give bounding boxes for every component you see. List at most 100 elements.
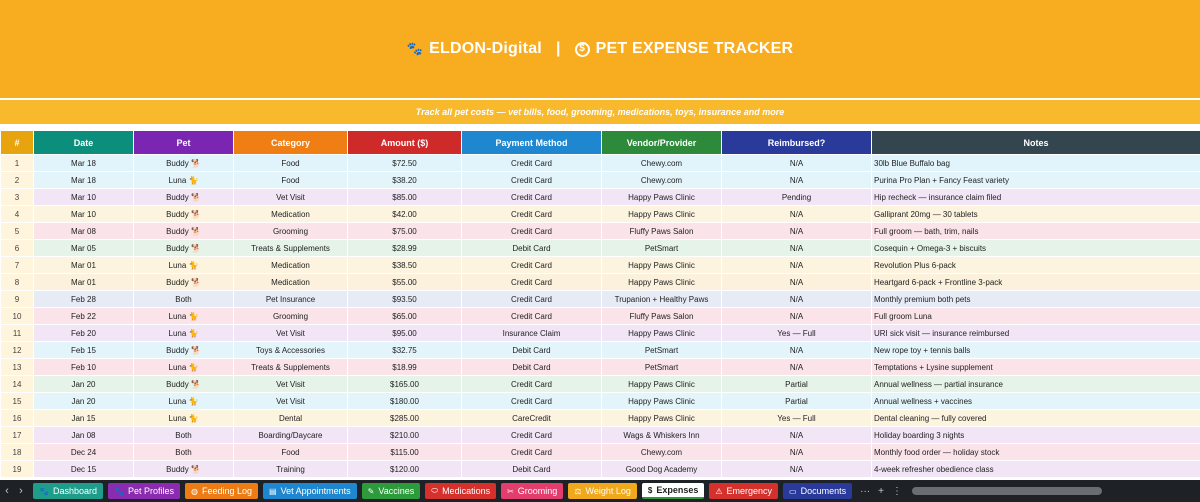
cell-category[interactable]: Treats & Supplements <box>233 239 348 257</box>
cell-payment[interactable]: Credit Card <box>461 222 602 240</box>
cell-amount[interactable]: $55.00 <box>347 273 462 291</box>
cell-payment[interactable]: Debit Card <box>461 341 602 359</box>
cell-number[interactable]: 17 <box>0 426 34 444</box>
cell-reimbursed[interactable]: N/A <box>721 341 872 359</box>
cell-amount[interactable]: $95.00 <box>347 324 462 342</box>
cell-payment[interactable]: Credit Card <box>461 290 602 308</box>
cell-payment[interactable]: Credit Card <box>461 375 602 393</box>
tab-feeding-log[interactable]: ◍ Feeding Log <box>185 483 259 499</box>
cell-date[interactable]: Mar 01 <box>33 256 134 274</box>
col-header-category[interactable]: Category <box>233 130 348 155</box>
cell-pet[interactable]: Buddy 🐕 <box>133 375 234 393</box>
tab-dashboard[interactable]: 🐾 Dashboard <box>33 483 103 499</box>
more-tabs-icon[interactable]: ··· <box>860 485 871 497</box>
tab-expenses[interactable]: $ Expenses <box>641 483 705 499</box>
cell-payment[interactable]: Credit Card <box>461 188 602 206</box>
cell-number[interactable]: 14 <box>0 375 34 393</box>
cell-date[interactable]: Mar 05 <box>33 239 134 257</box>
sheet-menu-icon[interactable]: ⋮ <box>891 485 902 497</box>
cell-date[interactable]: Jan 20 <box>33 392 134 410</box>
cell-category[interactable]: Training <box>233 460 348 478</box>
cell-payment[interactable]: Credit Card <box>461 256 602 274</box>
cell-amount[interactable]: $65.00 <box>347 307 462 325</box>
cell-reimbursed[interactable]: Pending <box>721 188 872 206</box>
cell-number[interactable]: 15 <box>0 392 34 410</box>
cell-category[interactable]: Food <box>233 154 348 172</box>
col-header-payment[interactable]: Payment Method <box>461 130 602 155</box>
cell-date[interactable]: Dec 15 <box>33 460 134 478</box>
cell-payment[interactable]: Insurance Claim <box>461 324 602 342</box>
cell-payment[interactable]: Credit Card <box>461 205 602 223</box>
cell-reimbursed[interactable]: N/A <box>721 426 872 444</box>
cell-number[interactable]: 18 <box>0 443 34 461</box>
tab-weight-log[interactable]: ⚖ Weight Log <box>568 483 637 499</box>
cell-notes[interactable]: Full groom Luna <box>871 307 1200 325</box>
cell-reimbursed[interactable]: N/A <box>721 222 872 240</box>
cell-pet[interactable]: Buddy 🐕 <box>133 222 234 240</box>
cell-vendor[interactable]: Chewy.com <box>601 171 722 189</box>
cell-amount[interactable]: $38.50 <box>347 256 462 274</box>
cell-number[interactable]: 1 <box>0 154 34 172</box>
cell-amount[interactable]: $72.50 <box>347 154 462 172</box>
cell-vendor[interactable]: Happy Paws Clinic <box>601 188 722 206</box>
cell-payment[interactable]: Credit Card <box>461 392 602 410</box>
cell-payment[interactable]: Credit Card <box>461 171 602 189</box>
cell-reimbursed[interactable]: N/A <box>721 307 872 325</box>
cell-amount[interactable]: $28.99 <box>347 239 462 257</box>
cell-number[interactable]: 10 <box>0 307 34 325</box>
cell-number[interactable]: 11 <box>0 324 34 342</box>
cell-number[interactable]: 16 <box>0 409 34 427</box>
cell-category[interactable]: Pet Insurance <box>233 290 348 308</box>
cell-date[interactable]: Jan 08 <box>33 426 134 444</box>
cell-payment[interactable]: CareCredit <box>461 409 602 427</box>
cell-notes[interactable]: New rope toy + tennis balls <box>871 341 1200 359</box>
cell-amount[interactable]: $93.50 <box>347 290 462 308</box>
horizontal-scrollbar[interactable] <box>911 487 1102 495</box>
cell-payment[interactable]: Credit Card <box>461 426 602 444</box>
cell-number[interactable]: 19 <box>0 460 34 478</box>
col-header-vendor[interactable]: Vendor/Provider <box>601 130 722 155</box>
cell-notes[interactable]: Dental cleaning — fully covered <box>871 409 1200 427</box>
cell-notes[interactable]: Monthly food order — holiday stock <box>871 443 1200 461</box>
cell-notes[interactable]: Galliprant 20mg — 30 tablets <box>871 205 1200 223</box>
cell-pet[interactable]: Luna 🐈 <box>133 392 234 410</box>
cell-pet[interactable]: Luna 🐈 <box>133 307 234 325</box>
cell-pet[interactable]: Buddy 🐕 <box>133 460 234 478</box>
cell-notes[interactable]: Heartgard 6-pack + Frontline 3-pack <box>871 273 1200 291</box>
cell-number[interactable]: 9 <box>0 290 34 308</box>
cell-payment[interactable]: Credit Card <box>461 154 602 172</box>
cell-vendor[interactable]: Good Dog Academy <box>601 460 722 478</box>
cell-amount[interactable]: $285.00 <box>347 409 462 427</box>
cell-number[interactable]: 4 <box>0 205 34 223</box>
cell-date[interactable]: Feb 10 <box>33 358 134 376</box>
cell-payment[interactable]: Debit Card <box>461 358 602 376</box>
cell-notes[interactable]: URI sick visit — insurance reimbursed <box>871 324 1200 342</box>
cell-pet[interactable]: Both <box>133 290 234 308</box>
cell-reimbursed[interactable]: N/A <box>721 205 872 223</box>
col-header-reimbursed[interactable]: Reimbursed? <box>721 130 872 155</box>
col-header-pet[interactable]: Pet <box>133 130 234 155</box>
cell-pet[interactable]: Buddy 🐕 <box>133 341 234 359</box>
cell-amount[interactable]: $42.00 <box>347 205 462 223</box>
cell-vendor[interactable]: Fluffy Paws Salon <box>601 307 722 325</box>
cell-date[interactable]: Mar 08 <box>33 222 134 240</box>
cell-vendor[interactable]: Happy Paws Clinic <box>601 273 722 291</box>
cell-number[interactable]: 13 <box>0 358 34 376</box>
cell-pet[interactable]: Buddy 🐕 <box>133 239 234 257</box>
cell-date[interactable]: Mar 01 <box>33 273 134 291</box>
cell-vendor[interactable]: PetSmart <box>601 341 722 359</box>
cell-reimbursed[interactable]: Yes — Full <box>721 409 872 427</box>
cell-vendor[interactable]: Happy Paws Clinic <box>601 409 722 427</box>
cell-notes[interactable]: Cosequin + Omega-3 + biscuits <box>871 239 1200 257</box>
cell-category[interactable]: Medication <box>233 273 348 291</box>
cell-notes[interactable]: Monthly premium both pets <box>871 290 1200 308</box>
cell-date[interactable]: Jan 20 <box>33 375 134 393</box>
add-sheet-icon[interactable]: + <box>878 485 884 497</box>
tab-scroll-right-icon[interactable]: › <box>19 485 23 497</box>
cell-reimbursed[interactable]: Partial <box>721 375 872 393</box>
cell-date[interactable]: Feb 22 <box>33 307 134 325</box>
cell-payment[interactable]: Debit Card <box>461 460 602 478</box>
cell-number[interactable]: 6 <box>0 239 34 257</box>
cell-reimbursed[interactable]: N/A <box>721 443 872 461</box>
cell-date[interactable]: Mar 10 <box>33 188 134 206</box>
